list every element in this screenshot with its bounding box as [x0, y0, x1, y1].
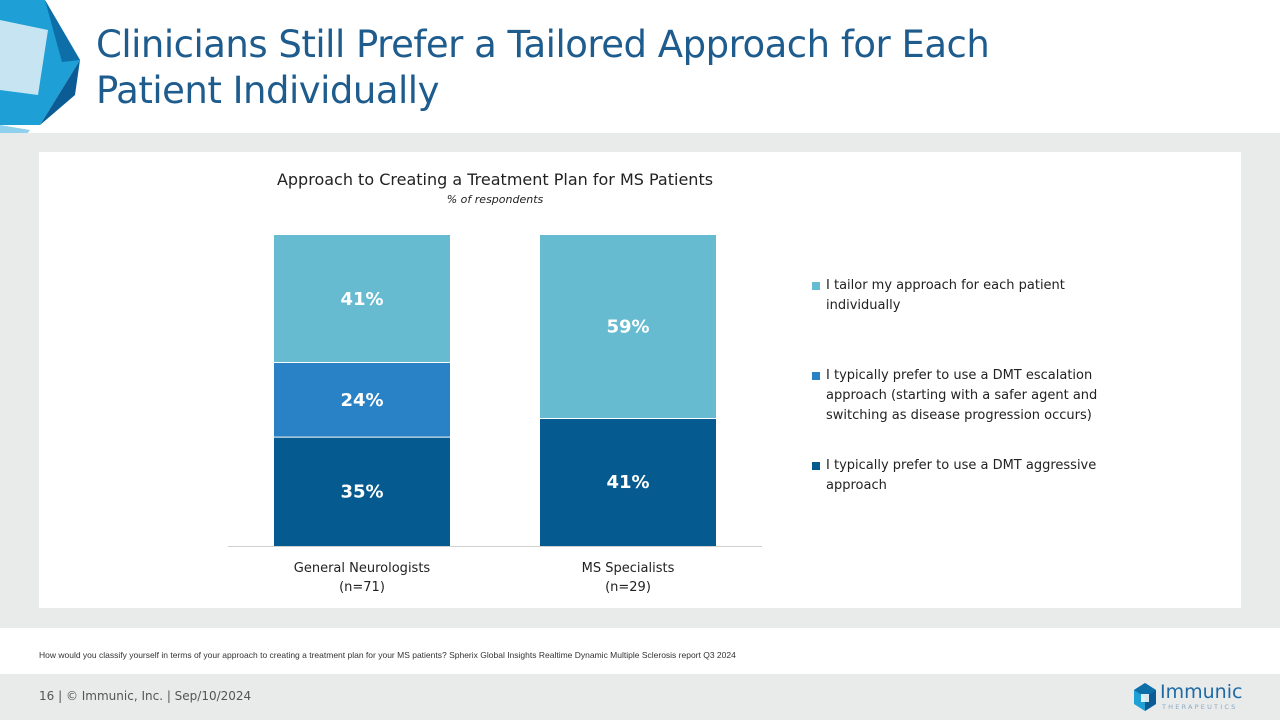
company-logo: Immunic THERAPEUTICS: [1130, 680, 1250, 714]
bar-segment-tailor-1: [540, 235, 716, 419]
bar-segment-aggressive-0: [274, 437, 450, 546]
data-label-escalation-0: 24%: [340, 390, 383, 411]
legend-item-escalation: I typically prefer to use a DMT escalati…: [812, 366, 1116, 426]
legend-swatch-aggressive: [812, 462, 820, 470]
category-label-0-line1: General Neurologists: [294, 561, 431, 576]
category-label-1-line2: (n=29): [605, 580, 651, 595]
data-label-tailor-0: 41%: [340, 289, 383, 310]
data-label-aggressive-0: 35%: [340, 482, 383, 503]
logo-icon: [1134, 683, 1156, 711]
bar-segment-aggressive-1: [540, 418, 716, 546]
category-label-0-line2: (n=71): [339, 580, 385, 595]
legend-label-aggressive: I typically prefer to use a DMT aggressi…: [826, 458, 1097, 493]
legend-label-escalation: I typically prefer to use a DMT escalati…: [826, 368, 1098, 423]
chart-subtitle: % of respondents: [446, 193, 544, 206]
source-footnote: How would you classify yourself in terms…: [39, 650, 736, 660]
logo-name: Immunic: [1160, 681, 1243, 703]
legend-item-tailor: I tailor my approach for each patient in…: [812, 276, 1116, 316]
legend-label-tailor: I tailor my approach for each patient in…: [826, 278, 1065, 313]
category-label-1-line1: MS Specialists: [582, 561, 675, 576]
legend-item-aggressive: I typically prefer to use a DMT aggressi…: [812, 456, 1116, 496]
data-label-aggressive-1: 41%: [606, 472, 649, 493]
data-label-tailor-1: 59%: [606, 317, 649, 338]
logo-subtitle: THERAPEUTICS: [1162, 703, 1238, 711]
chart-title: Approach to Creating a Treatment Plan fo…: [276, 170, 714, 189]
footer-text: 16 | © Immunic, Inc. | Sep/10/2024: [39, 689, 252, 703]
legend-swatch-escalation: [812, 372, 820, 380]
bar-segment-tailor-0: [274, 235, 450, 363]
footer-bar: [0, 674, 1280, 720]
legend-swatch-tailor: [812, 282, 820, 290]
bar-segment-escalation-0: [274, 362, 450, 438]
page-title: Clinicians Still Prefer a Tailored Appro…: [96, 23, 990, 112]
